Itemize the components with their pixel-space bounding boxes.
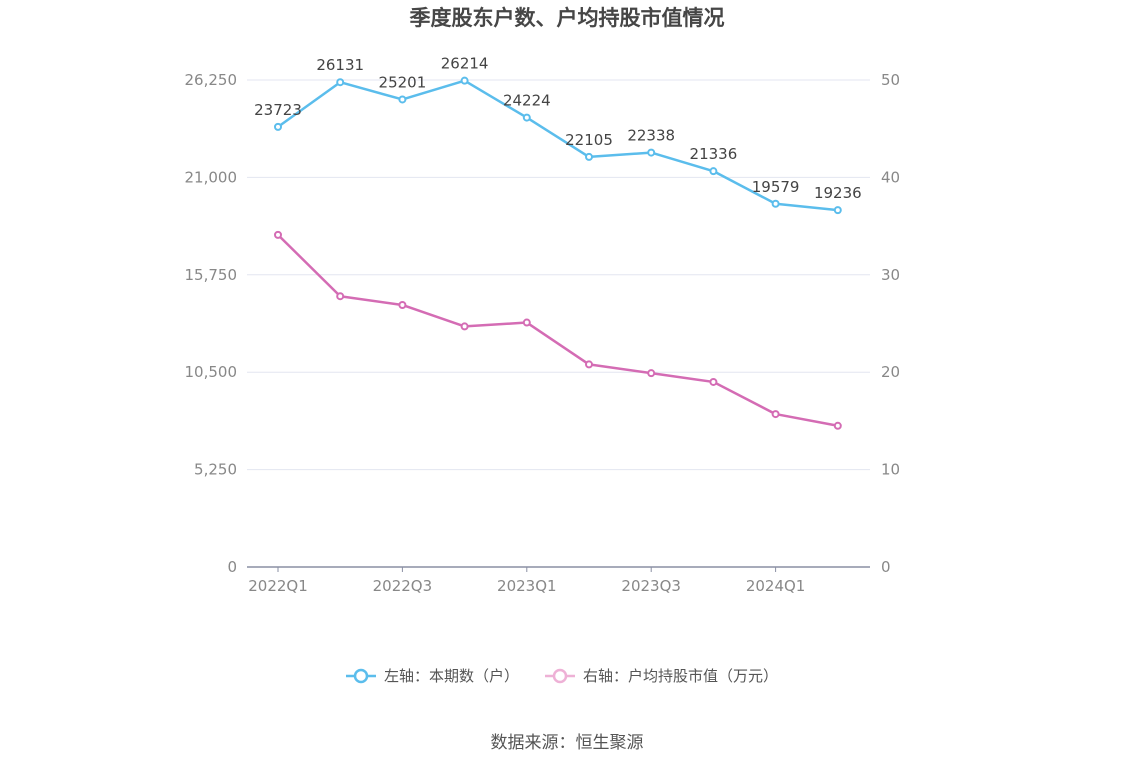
y-left-tick-label: 0: [227, 558, 237, 576]
data-point: [460, 76, 469, 85]
x-tick-label: 2022Q1: [248, 577, 308, 595]
data-label: 26214: [441, 55, 489, 73]
x-tick-label: 2024Q1: [746, 577, 806, 595]
y-right-tick-label: 50: [881, 71, 900, 89]
data-point: [585, 152, 593, 161]
y-left-tick-label: 15,750: [185, 266, 238, 284]
data-label: 21336: [690, 145, 738, 163]
legend-swatch-marker: [552, 668, 568, 684]
y-right-tick-label: 10: [881, 461, 900, 479]
data-point: [709, 377, 718, 386]
data-label: 19579: [752, 178, 800, 196]
data-point: [833, 421, 842, 430]
series-line-2: [277, 233, 839, 427]
source-note: 数据来源：恒生聚源: [490, 733, 644, 753]
data-label: 24224: [503, 92, 551, 110]
data-label: 22338: [627, 127, 675, 145]
data-point: [771, 199, 780, 208]
data-point: [336, 78, 345, 87]
data-label: 26131: [316, 56, 364, 74]
data-point: [833, 206, 842, 215]
series-line-1: [277, 79, 838, 212]
chart-title: 季度股东户数、户均持股市值情况: [409, 6, 725, 30]
data-point: [274, 230, 282, 239]
data-point: [709, 167, 718, 176]
data-point: [522, 113, 531, 122]
y-left-tick-label: 26,250: [185, 71, 238, 89]
y-right-tick-label: 40: [881, 168, 900, 186]
y-left-tick-label: 5,250: [194, 461, 237, 479]
data-point: [585, 360, 593, 369]
legend-label-2: 右轴：户均持股市值（万元）: [583, 667, 778, 685]
data-point: [336, 292, 345, 301]
x-tick-label: 2023Q1: [497, 577, 557, 595]
data-point: [647, 148, 656, 157]
legend-swatch-marker: [353, 668, 369, 684]
data-label: 22105: [565, 131, 613, 149]
data-label: 23723: [254, 101, 302, 119]
legend-label-1: 左轴：本期数（户）: [384, 667, 519, 685]
y-right-tick-label: 30: [881, 266, 900, 284]
x-tick-label: 2022Q3: [373, 577, 433, 595]
data-point: [460, 322, 469, 331]
y-left-tick-label: 10,500: [185, 363, 238, 381]
x-tick-label: 2023Q3: [621, 577, 681, 595]
data-point: [398, 300, 407, 309]
data-point: [771, 410, 780, 419]
data-label: 19236: [814, 184, 862, 202]
y-right-tick-label: 0: [881, 558, 891, 576]
y-left-tick-label: 21,000: [185, 168, 238, 186]
data-point: [522, 318, 531, 327]
y-right-tick-label: 20: [881, 363, 900, 381]
data-point: [398, 95, 407, 104]
data-label: 25201: [379, 73, 427, 91]
data-point: [647, 369, 656, 378]
data-point: [274, 122, 282, 131]
